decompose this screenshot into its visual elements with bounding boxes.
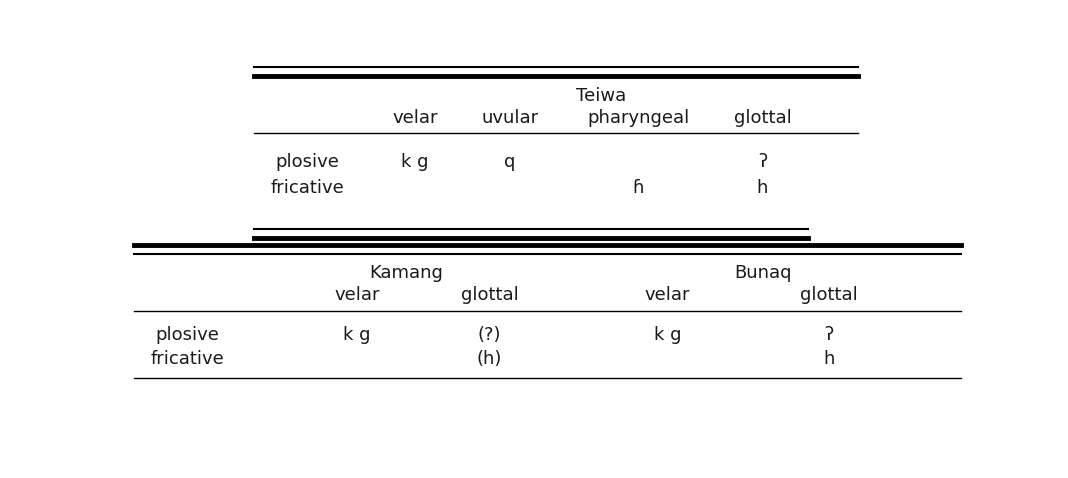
Text: velar: velar	[392, 109, 438, 127]
Text: ʔ: ʔ	[824, 326, 833, 344]
Text: plosive: plosive	[276, 153, 340, 171]
Text: ɦ: ɦ	[632, 179, 644, 197]
Text: pharyngeal: pharyngeal	[587, 109, 690, 127]
Text: (h): (h)	[476, 350, 502, 368]
Text: glottal: glottal	[734, 109, 791, 127]
Text: q: q	[504, 153, 516, 171]
Text: plosive: plosive	[155, 326, 219, 344]
Text: Kamang: Kamang	[370, 264, 443, 282]
Text: velar: velar	[645, 286, 690, 304]
Text: velar: velar	[334, 286, 380, 304]
Text: Bunaq: Bunaq	[734, 264, 791, 282]
Text: k g: k g	[343, 326, 371, 344]
Text: fricative: fricative	[270, 179, 344, 197]
Text: ʔ: ʔ	[758, 153, 767, 171]
Text: Teiwa: Teiwa	[576, 87, 626, 105]
Text: k g: k g	[654, 326, 681, 344]
Text: fricative: fricative	[151, 350, 224, 368]
Text: k g: k g	[402, 153, 428, 171]
Text: uvular: uvular	[482, 109, 538, 127]
Text: h: h	[823, 350, 834, 368]
Text: glottal: glottal	[460, 286, 518, 304]
Text: glottal: glottal	[800, 286, 858, 304]
Text: h: h	[757, 179, 768, 197]
Text: (?): (?)	[477, 326, 501, 344]
